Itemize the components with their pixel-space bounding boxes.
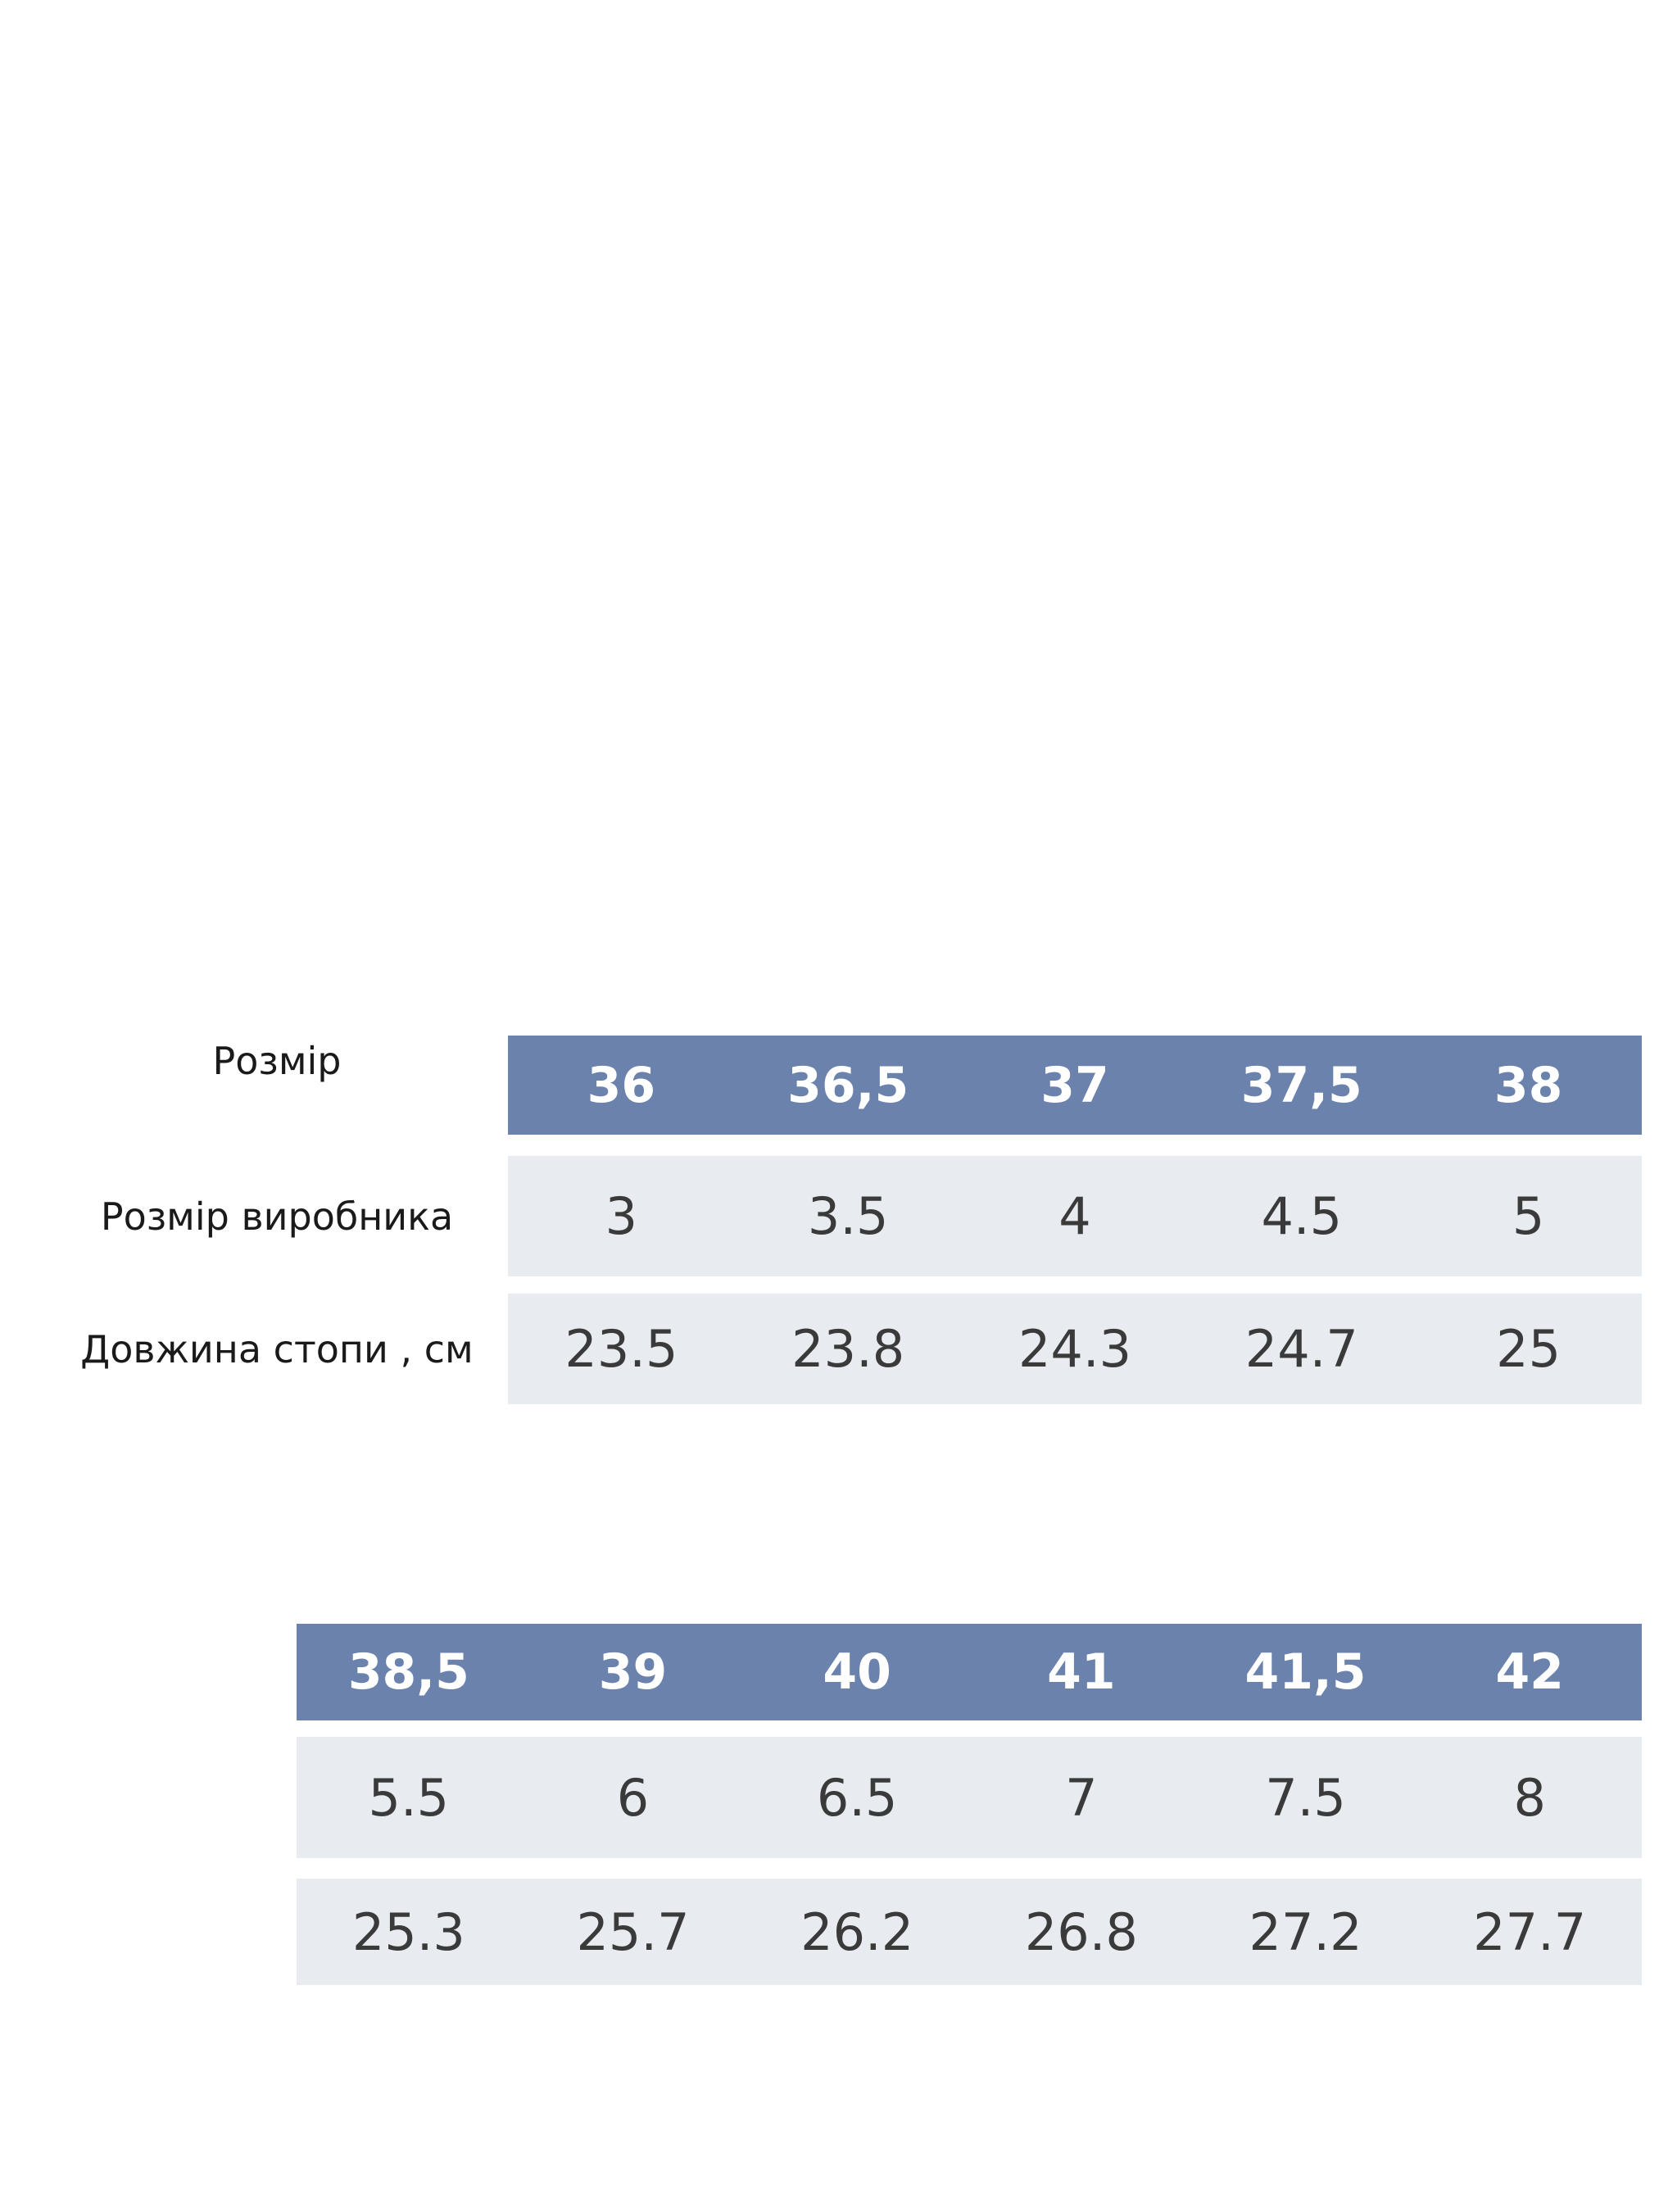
table-cell: 24.3 bbox=[1018, 1319, 1132, 1379]
table-cell: 7 bbox=[1065, 1767, 1098, 1828]
header-cell: 38,5 bbox=[347, 1643, 469, 1701]
table-cell: 7.5 bbox=[1265, 1767, 1346, 1828]
header-cell: 36 bbox=[587, 1056, 656, 1114]
table-cell: 4 bbox=[1058, 1186, 1091, 1246]
table-row: 5.5 6 6.5 7 7.5 8 bbox=[297, 1737, 1642, 1858]
table-cell: 23.8 bbox=[791, 1319, 905, 1379]
table-cell: 26.8 bbox=[1024, 1902, 1138, 1962]
table-cell: 27.7 bbox=[1473, 1902, 1587, 1962]
header-cell: 36,5 bbox=[787, 1056, 909, 1114]
table-cell: 25 bbox=[1496, 1319, 1562, 1379]
table-row: 3 3.5 4 4.5 5 bbox=[508, 1156, 1642, 1276]
table-row: 25.3 25.7 26.2 26.8 27.2 27.7 bbox=[297, 1879, 1642, 1985]
table-cell: 6 bbox=[616, 1767, 650, 1828]
header-cell: 37,5 bbox=[1240, 1056, 1362, 1114]
table-cell: 3.5 bbox=[807, 1186, 889, 1246]
table-cell: 4.5 bbox=[1261, 1186, 1343, 1246]
row-label: Довжина стопи , см bbox=[80, 1326, 474, 1371]
table-cell: 25.3 bbox=[351, 1902, 465, 1962]
header-cell: 38 bbox=[1494, 1056, 1563, 1114]
header-row: 38,5 39 40 41 41,5 42 bbox=[297, 1624, 1642, 1720]
table-cell: 5.5 bbox=[368, 1767, 450, 1828]
header-cell: 41 bbox=[1047, 1643, 1116, 1701]
table-cell: 8 bbox=[1513, 1767, 1546, 1828]
header-cell: 37 bbox=[1040, 1056, 1109, 1114]
table-cell: 26.2 bbox=[800, 1902, 914, 1962]
table-cell: 23.5 bbox=[564, 1319, 678, 1379]
table-cell: 25.7 bbox=[576, 1902, 690, 1962]
row-label: Розмір bbox=[212, 1038, 342, 1083]
header-cell: 39 bbox=[598, 1643, 668, 1701]
table-cell: 27.2 bbox=[1249, 1902, 1362, 1962]
header-cell: 42 bbox=[1495, 1643, 1564, 1701]
header-cell: 40 bbox=[823, 1643, 891, 1701]
table-cell: 5 bbox=[1512, 1186, 1545, 1246]
table-row: 23.5 23.8 24.3 24.7 25 bbox=[508, 1294, 1642, 1404]
header-row: 36 36,5 37 37,5 38 bbox=[508, 1036, 1642, 1135]
header-cell: 41,5 bbox=[1244, 1643, 1367, 1701]
table-cell: 3 bbox=[605, 1186, 638, 1246]
table-cell: 6.5 bbox=[816, 1767, 898, 1828]
table-cell: 24.7 bbox=[1244, 1319, 1358, 1379]
row-label: Розмір виробника bbox=[100, 1194, 454, 1239]
